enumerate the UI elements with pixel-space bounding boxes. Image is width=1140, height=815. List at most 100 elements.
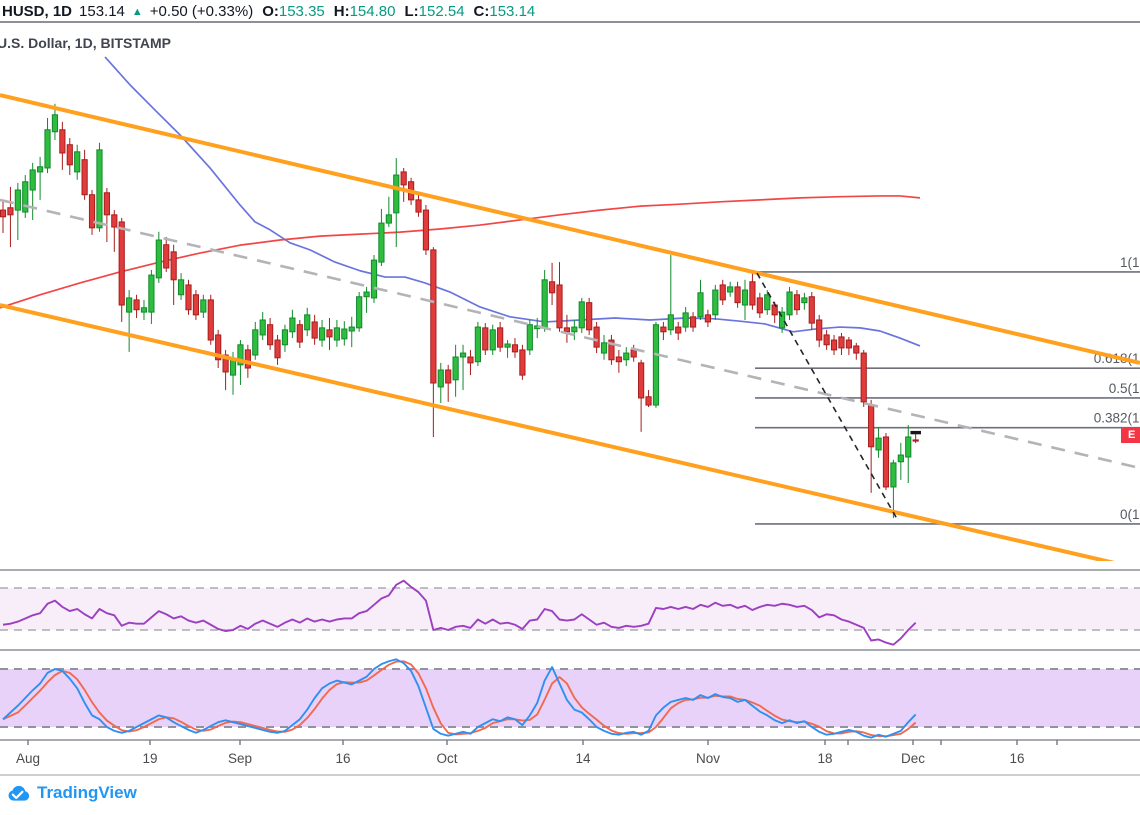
candle-body (571, 326, 578, 333)
candle-body (667, 314, 674, 331)
candle-body (511, 344, 519, 353)
ma-fast-blue (104, 56, 921, 347)
open-value: O:153.35 (262, 3, 325, 20)
candle-body (81, 159, 88, 196)
candle-body (548, 281, 556, 294)
candle-body (593, 326, 600, 348)
price-tag-badge: E (1121, 427, 1140, 443)
candle-body (163, 244, 170, 269)
candle-body (445, 369, 452, 384)
candle-body (74, 151, 81, 173)
candle-body (252, 329, 259, 356)
candle-body (845, 339, 852, 349)
tradingview-logo[interactable]: TradingView (6, 783, 137, 803)
candle-body (274, 339, 281, 359)
candle-body (497, 327, 504, 348)
candle-body (586, 302, 593, 331)
candle-body (823, 334, 830, 346)
candle-body (860, 352, 867, 403)
candle-body (378, 222, 385, 263)
candle-body (281, 329, 289, 346)
candle-body (786, 291, 793, 316)
candle-body (177, 279, 185, 296)
candle-body (207, 299, 214, 341)
x-axis-label: 19 (142, 751, 157, 766)
candle-body (103, 192, 110, 216)
candle-body (259, 319, 266, 336)
candle-body (59, 129, 66, 154)
candle-body (808, 296, 815, 324)
last-price: 153.14 (79, 3, 125, 20)
x-axis-label: 14 (575, 751, 591, 766)
candle-body (363, 291, 370, 298)
main-price-pane: 1(190.618(170.5(160.382(150(13 (0, 56, 1140, 569)
ma-slow-red (0, 195, 921, 309)
fib-level-label: 1(19 (1120, 255, 1140, 270)
candle-body (333, 327, 340, 341)
candle-body (764, 294, 771, 311)
candle-body (853, 345, 860, 354)
candle-body (563, 327, 571, 333)
fib-level-label: 0(13 (1120, 507, 1140, 522)
candle-body (185, 284, 192, 311)
rsi-line (2, 579, 917, 646)
candle-body (44, 129, 51, 169)
x-axis-label: 16 (1009, 751, 1024, 766)
candle-body (793, 294, 801, 311)
candle-body (801, 297, 808, 304)
candle-body (370, 259, 378, 299)
candle-body (868, 404, 875, 448)
candle-body (459, 352, 467, 358)
candle-body (526, 324, 533, 351)
time-axis[interactable]: Aug 19 Sep 16 Oct 14 Nov 18 Dec 16 (0, 740, 1140, 776)
candle-body (697, 292, 704, 318)
tradingview-logo-text: TradingView (37, 783, 137, 802)
candle-body (630, 349, 637, 358)
candle-body (727, 286, 734, 293)
candle-body (140, 307, 148, 313)
candle-body (578, 301, 585, 329)
candle-body (267, 324, 274, 346)
candle-body (474, 326, 481, 363)
candle-body (645, 396, 652, 406)
candlestick-series (0, 103, 919, 519)
tradingview-cloud-icon (8, 785, 30, 801)
close-value: C:153.14 (473, 3, 536, 20)
candle-body (304, 314, 311, 331)
channel-upper-line[interactable] (0, 93, 1140, 365)
candle-body (482, 327, 489, 351)
candle-body (875, 437, 882, 451)
x-axis-label: 18 (817, 751, 832, 766)
candle-body (756, 297, 763, 314)
candle-body (660, 326, 667, 333)
candle-body (652, 324, 660, 406)
header-separator (0, 21, 1140, 23)
candle-body (422, 209, 430, 251)
candle-body (215, 334, 222, 361)
candle-body (393, 174, 400, 214)
candle-body (229, 359, 237, 376)
low-value: L:152.54 (404, 3, 465, 20)
candle-body (467, 356, 474, 364)
candle-body (712, 289, 719, 316)
candle-body (0, 209, 7, 218)
candle-body (519, 349, 526, 376)
candle-body (897, 454, 904, 463)
candle-body (400, 171, 407, 186)
candle-body (289, 317, 296, 333)
candle-body (704, 314, 711, 323)
candle-body (51, 114, 59, 133)
high-value: H:154.80 (333, 3, 396, 20)
candle-body (541, 279, 548, 329)
rsi-panel (0, 569, 1140, 651)
candle-body (200, 299, 207, 313)
gray-dashed-trendline[interactable] (0, 198, 1140, 470)
symbol-title: HUSD, 1D (2, 3, 73, 20)
black-dashed-line[interactable] (756, 272, 898, 520)
candle-body (111, 214, 118, 228)
candle-body (452, 356, 459, 381)
candle-body (682, 312, 689, 328)
channel-lower-line[interactable] (0, 303, 1140, 569)
candle-body (675, 326, 682, 334)
